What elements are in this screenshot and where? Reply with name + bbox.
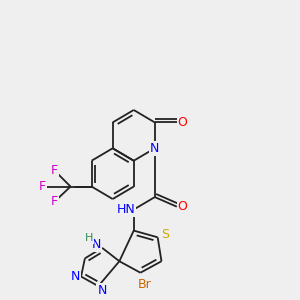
Text: N: N	[150, 142, 160, 155]
Text: S: S	[161, 228, 169, 241]
Text: N: N	[98, 284, 107, 297]
Text: O: O	[178, 200, 188, 213]
Text: Br: Br	[137, 278, 151, 291]
Text: F: F	[51, 164, 58, 177]
Text: F: F	[51, 195, 58, 208]
Text: H: H	[85, 233, 93, 243]
Text: N: N	[70, 270, 80, 283]
Text: F: F	[39, 180, 46, 193]
Text: N: N	[92, 238, 101, 250]
Text: O: O	[178, 116, 188, 129]
Text: HN: HN	[117, 203, 135, 216]
